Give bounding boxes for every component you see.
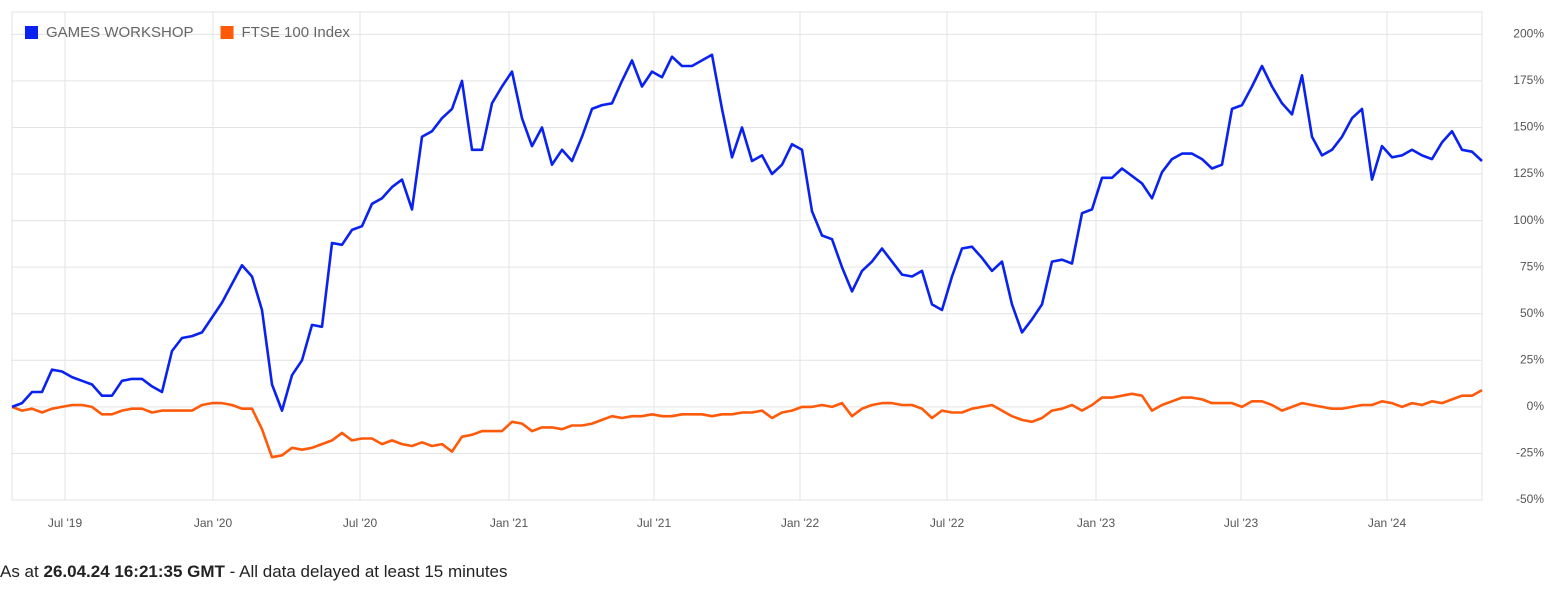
legend-label: FTSE 100 Index xyxy=(242,24,351,41)
x-tick-label: Jan '20 xyxy=(194,516,233,530)
x-tick-label: Jan '23 xyxy=(1077,516,1116,530)
x-tick-label: Jan '22 xyxy=(781,516,820,530)
y-tick-label: 175% xyxy=(1513,73,1544,87)
footer: As at 26.04.24 16:21:35 GMT - All data d… xyxy=(0,562,508,582)
y-tick-label: 200% xyxy=(1513,27,1544,41)
y-tick-label: -25% xyxy=(1516,446,1544,460)
y-tick-label: 150% xyxy=(1513,120,1544,134)
x-tick-label: Jul '20 xyxy=(343,516,378,530)
footer-timestamp: 26.04.24 16:21:35 GMT xyxy=(43,562,225,581)
series-line xyxy=(11,388,1483,459)
series-line xyxy=(11,53,1483,412)
x-tick-label: Jul '23 xyxy=(1224,516,1259,530)
plot-frame xyxy=(11,11,1483,501)
y-tick-label: 50% xyxy=(1520,306,1544,320)
y-tick-label: 0% xyxy=(1527,399,1545,413)
y-tick-label: 75% xyxy=(1520,259,1544,273)
x-tick-label: Jul '19 xyxy=(48,516,83,530)
y-tick-label: 25% xyxy=(1520,352,1544,366)
x-tick-label: Jul '21 xyxy=(637,516,672,530)
footer-suffix: - All data delayed at least 15 minutes xyxy=(229,562,508,581)
legend-swatch xyxy=(25,26,38,39)
chart: -50% -25% 0% 25% 50% 75% 100% 125% 150% 175% 200% J… xyxy=(11,11,1545,530)
y-tick-label: -50% xyxy=(1516,492,1544,506)
x-tick-label: Jan '21 xyxy=(490,516,529,530)
y-tick-label: 125% xyxy=(1513,166,1544,180)
legend-label: GAMES WORKSHOP xyxy=(46,24,194,41)
y-tick-label: 100% xyxy=(1513,213,1544,227)
x-tick-label: Jan '24 xyxy=(1368,516,1407,530)
footer-prefix: As at xyxy=(0,562,39,581)
legend-swatch xyxy=(220,26,234,39)
x-tick-label: Jul '22 xyxy=(930,516,965,530)
